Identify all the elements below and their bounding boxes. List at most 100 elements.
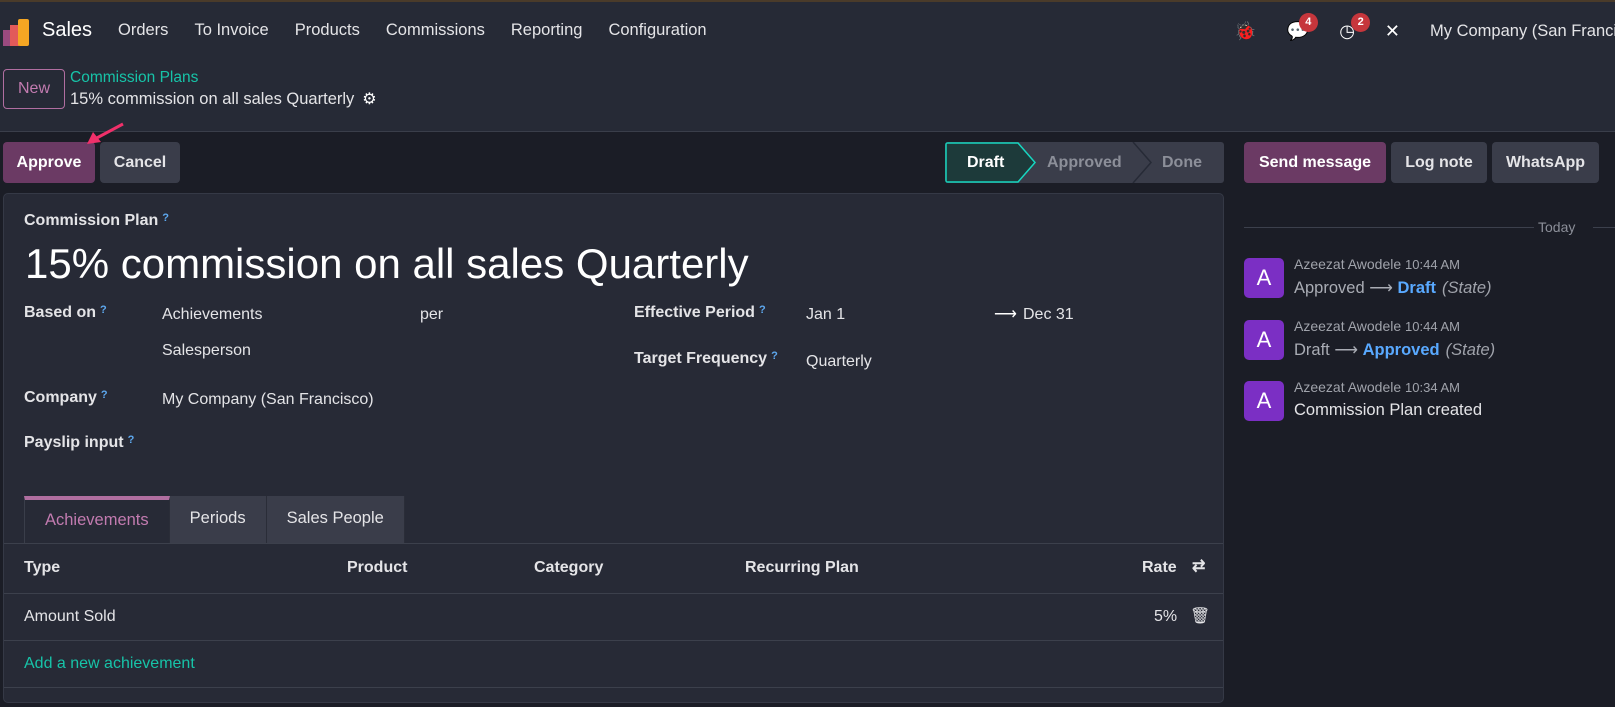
message-author: Azeezat Awodele 10:44 AM	[1294, 256, 1460, 272]
company-label: Company?	[24, 389, 108, 407]
stage-approved[interactable]: Approved	[1047, 154, 1122, 171]
app-name[interactable]: Sales	[42, 19, 93, 41]
row-type[interactable]: Amount Sold	[24, 608, 116, 625]
tracking-value: Approved ⟶ Draft (State)	[1294, 278, 1492, 298]
messages-chat-icon[interactable]: 💬 4	[1287, 12, 1318, 42]
date-separator-line	[1593, 227, 1615, 228]
frequency-label-text: Target Frequency	[634, 350, 768, 367]
table-footer	[4, 687, 1223, 707]
field-name: (State)	[1445, 341, 1496, 359]
messages-badge: 4	[1298, 12, 1318, 32]
whatsapp-button[interactable]: WhatsApp	[1492, 142, 1599, 183]
new-value: Approved	[1362, 341, 1440, 359]
title-label-text: Commission Plan	[24, 212, 159, 229]
message-body: Commission Plan created	[1294, 401, 1482, 419]
arrow-right-icon: ⟶	[1334, 341, 1359, 359]
message-time: 10:44 AM	[1405, 257, 1460, 272]
menu-to-invoice[interactable]: To Invoice	[194, 21, 269, 39]
send-message-button[interactable]: Send message	[1244, 142, 1386, 183]
tab-achievements[interactable]: Achievements	[24, 496, 170, 543]
menu-products[interactable]: Products	[294, 21, 360, 39]
col-rate[interactable]: Rate	[1142, 559, 1177, 576]
title-label: Commission Plan?	[24, 212, 169, 230]
stage-draft[interactable]: Draft	[967, 154, 1005, 171]
notebook-tabs: Achievements Periods Sales People	[24, 496, 405, 543]
systray: 🐞 💬4 ◷2 ✕ My Company (San Francisco)	[1234, 12, 1615, 46]
main-menu: Orders To Invoice Products Commissions R…	[118, 21, 733, 40]
add-achievement-link[interactable]: Add a new achievement	[24, 655, 195, 672]
optional-columns-sliders-icon[interactable]: ⇄	[1192, 558, 1206, 575]
menu-configuration[interactable]: Configuration	[608, 21, 707, 39]
activities-clock-icon[interactable]: ◷ 2	[1339, 12, 1371, 42]
status-bar: Draft Approved Done	[945, 142, 1224, 183]
plan-title[interactable]: 15% commission on all sales Quarterly	[25, 240, 749, 287]
old-value: Draft	[1294, 341, 1330, 359]
col-recurring-plan[interactable]: Recurring Plan	[745, 559, 859, 576]
avatar[interactable]: A	[1244, 320, 1284, 360]
date-separator: Today	[1538, 219, 1576, 235]
help-icon[interactable]: ?	[100, 304, 107, 316]
period-to-field[interactable]: Dec 31	[1023, 306, 1074, 323]
row-rate[interactable]: 5%	[1154, 608, 1178, 625]
gear-icon[interactable]: ⚙	[362, 91, 377, 108]
form-sheet: Commission Plan? 15% commission on all s…	[3, 193, 1224, 703]
payslip-label-text: Payslip input	[24, 434, 124, 451]
help-icon[interactable]: ?	[127, 434, 135, 446]
arrow-right-icon: ⟶	[994, 306, 1017, 323]
per-field[interactable]: Salesperson	[162, 342, 251, 359]
company-label-text: Company	[24, 389, 97, 406]
cancel-button[interactable]: Cancel	[100, 142, 180, 183]
help-icon[interactable]: ?	[162, 212, 169, 224]
approve-button[interactable]: Approve	[3, 142, 95, 183]
tab-periods[interactable]: Periods	[169, 496, 267, 543]
status-arrows	[945, 142, 1152, 183]
new-button[interactable]: New	[3, 69, 65, 109]
message-time: 10:34 AM	[1405, 380, 1460, 395]
help-icon[interactable]: ?	[771, 350, 778, 362]
help-icon[interactable]: ?	[758, 304, 766, 316]
add-line-row: Add a new achievement	[4, 640, 1223, 687]
debug-bug-icon[interactable]: 🐞	[1234, 20, 1257, 41]
author-name[interactable]: Azeezat Awodele	[1294, 379, 1402, 395]
date-separator-line	[1244, 227, 1534, 228]
menu-commissions[interactable]: Commissions	[385, 21, 485, 39]
breadcrumb-current: 15% commission on all sales Quarterly ⚙	[70, 89, 377, 109]
stage-done[interactable]: Done	[1162, 154, 1202, 171]
help-icon[interactable]: ?	[100, 389, 108, 401]
avatar[interactable]: A	[1244, 381, 1284, 421]
table-row[interactable]: Amount Sold 5% 🗑	[4, 593, 1223, 640]
sales-app-logo[interactable]	[3, 18, 31, 46]
pointer-arrow-icon	[87, 122, 124, 144]
author-name[interactable]: Azeezat Awodele	[1294, 256, 1402, 272]
period-from-field[interactable]: Jan 1	[806, 306, 846, 323]
col-product[interactable]: Product	[347, 559, 408, 576]
company-field[interactable]: My Company (San Francisco)	[162, 391, 374, 408]
based-on-field[interactable]: Achievements	[162, 306, 263, 323]
arrow-right-icon: ⟶	[1369, 279, 1393, 297]
new-value: Draft	[1397, 279, 1436, 297]
col-type[interactable]: Type	[24, 559, 61, 576]
menu-reporting[interactable]: Reporting	[510, 21, 583, 39]
company-switcher[interactable]: My Company (San Francisco)	[1430, 21, 1615, 40]
trash-icon[interactable]: 🗑	[1190, 608, 1211, 625]
avatar[interactable]: A	[1244, 258, 1284, 298]
col-category[interactable]: Category	[534, 559, 604, 576]
log-note-button[interactable]: Log note	[1391, 142, 1487, 183]
effective-period-label: Effective Period?	[634, 304, 766, 322]
table-header: Type Product Category Recurring Plan Rat…	[4, 543, 1223, 593]
payslip-label: Payslip input?	[24, 434, 134, 452]
tab-sales-people[interactable]: Sales People	[266, 496, 405, 543]
menu-orders[interactable]: Orders	[118, 21, 169, 39]
field-name: (State)	[1442, 279, 1492, 297]
old-value: Approved	[1294, 279, 1365, 297]
based-on-label-text: Based on	[24, 304, 97, 321]
tools-icon[interactable]: ✕	[1384, 20, 1400, 41]
author-name[interactable]: Azeezat Awodele	[1294, 318, 1402, 334]
message-author: Azeezat Awodele 10:44 AM	[1294, 318, 1460, 334]
target-frequency-field[interactable]: Quarterly	[806, 353, 872, 370]
target-frequency-label: Target Frequency?	[634, 350, 778, 368]
breadcrumb-parent[interactable]: Commission Plans	[70, 69, 199, 86]
control-panel: New Commission Plans 15% commission on a…	[0, 57, 1615, 132]
tracking-value: Draft ⟶ Approved (State)	[1294, 340, 1495, 360]
top-navbar: Sales Orders To Invoice Products Commiss…	[0, 0, 1615, 57]
